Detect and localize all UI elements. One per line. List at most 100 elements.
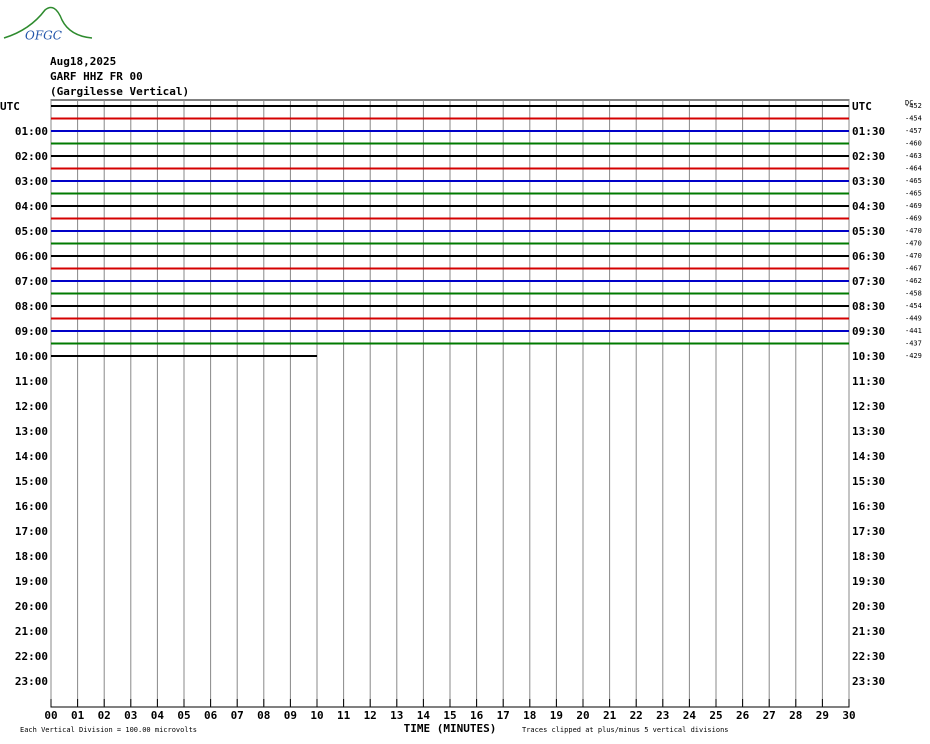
dc-offset: -465 [905,177,922,185]
x-tick-label: 21 [603,709,617,722]
right-time-label: 09:30 [852,325,885,338]
x-tick-label: 20 [576,709,589,722]
left-time-label: 10:00 [15,350,48,363]
left-time-label: 14:00 [15,450,48,463]
left-time-label: UTC [0,100,20,113]
x-tick-label: 27 [763,709,776,722]
right-time-label: 19:30 [852,575,885,588]
x-tick-label: 02 [98,709,111,722]
x-tick-label: 15 [443,709,456,722]
dc-offset: -437 [905,340,922,348]
left-time-label: 22:00 [15,650,48,663]
left-time-label: 03:00 [15,175,48,188]
left-time-label: 20:00 [15,600,48,613]
right-time-label: 17:30 [852,525,885,538]
x-tick-label: 11 [337,709,351,722]
dc-title: DC [905,99,913,107]
logo: OFGC [25,29,62,43]
right-time-label: 15:30 [852,475,885,488]
right-time-label: 05:30 [852,225,885,238]
left-time-label: 23:00 [15,675,48,688]
station: GARF HHZ FR 00 [50,70,143,83]
left-time-label: 19:00 [15,575,48,588]
right-time-label: 02:30 [852,150,885,163]
x-tick-label: 23 [656,709,669,722]
dc-offset: -469 [905,202,922,210]
dc-offset: -470 [905,240,922,248]
right-time-label: UTC [852,100,872,113]
left-time-label: 02:00 [15,150,48,163]
left-time-label: 07:00 [15,275,48,288]
dc-offset: -449 [905,315,922,323]
dc-offset: -470 [905,252,922,260]
right-time-label: 22:30 [852,650,885,663]
left-time-label: 09:00 [15,325,48,338]
x-tick-label: 19 [550,709,563,722]
left-time-label: 13:00 [15,425,48,438]
dc-offset: -469 [905,215,922,223]
x-tick-label: 30 [842,709,855,722]
left-time-label: 06:00 [15,250,48,263]
dc-offset: -457 [905,127,922,135]
left-time-label: 21:00 [15,625,48,638]
x-tick-label: 14 [417,709,431,722]
right-time-label: 10:30 [852,350,885,363]
x-tick-label: 03 [124,709,137,722]
dc-offset: -441 [905,327,922,335]
right-time-label: 21:30 [852,625,885,638]
x-tick-label: 10 [310,709,323,722]
right-time-label: 04:30 [852,200,885,213]
right-time-label: 03:30 [852,175,885,188]
left-time-label: 08:00 [15,300,48,313]
x-tick-label: 04 [151,709,165,722]
left-time-label: 17:00 [15,525,48,538]
x-tick-label: 18 [523,709,536,722]
dc-offset: -452 [905,102,922,110]
right-time-label: 07:30 [852,275,885,288]
x-tick-label: 08 [257,709,270,722]
right-time-label: 20:30 [852,600,885,613]
left-time-label: 15:00 [15,475,48,488]
dc-offset: -460 [905,140,922,148]
x-tick-label: 29 [816,709,829,722]
dc-offset: -465 [905,190,922,198]
right-time-label: 01:30 [852,125,885,138]
right-time-label: 14:30 [852,450,885,463]
dc-offset: -454 [905,302,922,310]
dc-offset: -463 [905,152,922,160]
left-time-label: 01:00 [15,125,48,138]
x-tick-label: 01 [71,709,85,722]
x-tick-label: 00 [44,709,57,722]
x-tick-label: 06 [204,709,218,722]
left-time-label: 04:00 [15,200,48,213]
right-time-label: 18:30 [852,550,885,563]
right-time-label: 08:30 [852,300,885,313]
dc-offset: -462 [905,277,922,285]
x-tick-label: 16 [470,709,484,722]
right-time-label: 11:30 [852,375,885,388]
dc-offset: -429 [905,352,922,360]
dc-offset: -458 [905,290,922,298]
left-time-label: 05:00 [15,225,48,238]
dc-offset: -464 [905,165,922,173]
station-name: (Gargilesse Vertical) [50,85,189,98]
x-tick-label: 22 [630,709,643,722]
x-axis-label: TIME (MINUTES) [404,722,497,735]
x-tick-label: 07 [231,709,244,722]
right-time-label: 12:30 [852,400,885,413]
dc-offset: -470 [905,227,922,235]
x-tick-label: 05 [177,709,190,722]
x-tick-label: 24 [683,709,697,722]
left-time-label: 12:00 [15,400,48,413]
x-tick-label: 09 [284,709,297,722]
date: Aug18,2025 [50,55,116,68]
left-time-label: 18:00 [15,550,48,563]
right-time-label: 06:30 [852,250,885,263]
logo-curve [3,6,93,39]
left-time-label: 11:00 [15,375,48,388]
x-tick-label: 12 [364,709,377,722]
dc-offset: -467 [905,265,922,273]
x-tick-label: 17 [497,709,510,722]
left-time-label: 16:00 [15,500,48,513]
